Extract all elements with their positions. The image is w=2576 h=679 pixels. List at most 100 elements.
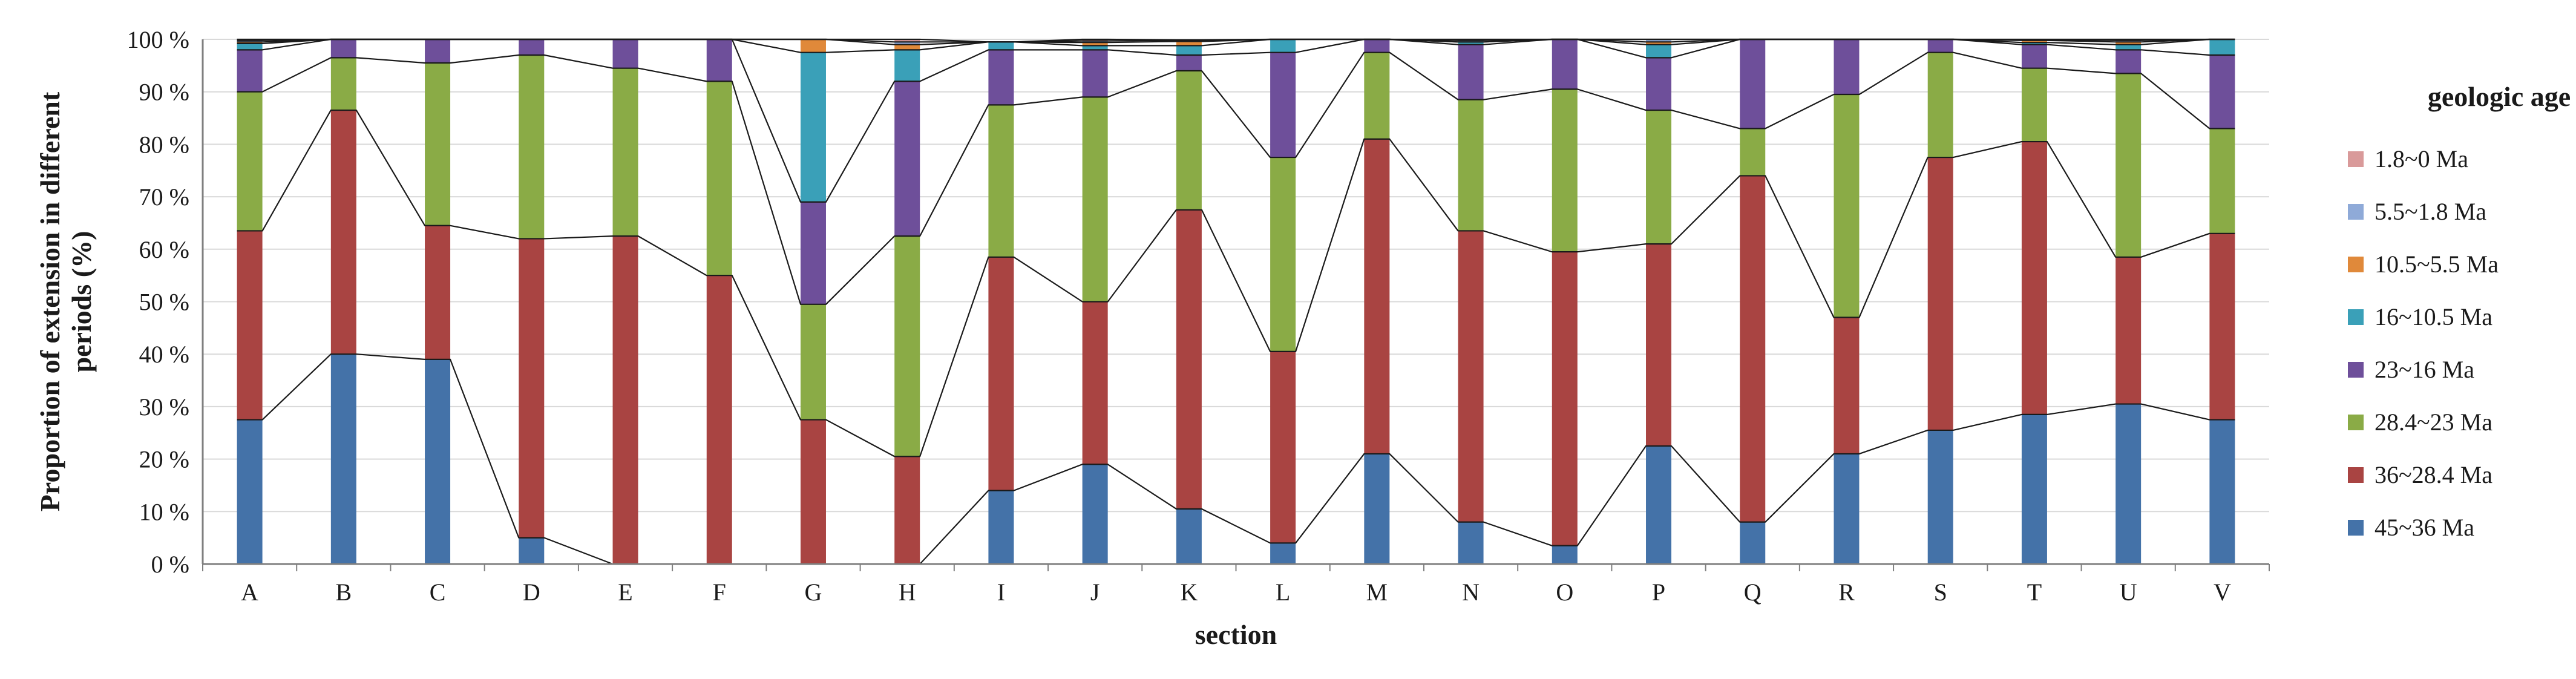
y-tick-label: 80 % xyxy=(139,131,189,158)
bar-segment xyxy=(2209,419,2235,564)
legend-swatch xyxy=(2348,257,2364,272)
y-tick-label: 100 % xyxy=(127,26,189,53)
legend-swatch xyxy=(2348,520,2364,536)
bar-segment xyxy=(1270,157,1296,352)
x-tick-label: E xyxy=(618,579,632,606)
bar-segment xyxy=(1458,99,1484,231)
bar-segment xyxy=(1176,45,1202,56)
bar-segment xyxy=(1364,139,1390,454)
bar-segment xyxy=(1176,209,1202,509)
bar-segment xyxy=(237,42,263,44)
bar-segment xyxy=(1834,94,1860,318)
bar-segment xyxy=(425,39,451,64)
bar-segment xyxy=(519,55,545,239)
bar-segment xyxy=(1082,97,1108,302)
bar-segment xyxy=(1270,543,1296,564)
bar-segment xyxy=(800,39,826,53)
legend-label: 36~28.4 Ma xyxy=(2374,461,2492,488)
y-tick-label: 0 % xyxy=(151,551,189,578)
bar-segment xyxy=(2116,42,2142,45)
bar-segment xyxy=(1458,40,1484,42)
bar-segment xyxy=(1082,45,1108,50)
bar-segment xyxy=(1834,453,1860,564)
grid-lines xyxy=(203,39,2269,513)
legend-swatch xyxy=(2348,204,2364,220)
bar-segment xyxy=(1834,317,1860,454)
bar-segment xyxy=(330,110,356,355)
bar-segment xyxy=(1646,445,1672,564)
bar-segment xyxy=(330,354,356,564)
bar-segment xyxy=(894,44,920,50)
bar-segment xyxy=(1082,41,1108,43)
bar-segment xyxy=(330,39,356,58)
legend-label: 45~36 Ma xyxy=(2374,514,2474,541)
bar-segment xyxy=(2209,39,2235,56)
bar-segment xyxy=(237,43,263,50)
bar-segment xyxy=(1552,252,1578,546)
bar-segment xyxy=(988,42,1014,50)
y-tick-label: 10 % xyxy=(139,498,189,525)
x-tick-label: G xyxy=(805,579,822,606)
bar-segment xyxy=(1270,351,1296,543)
bar-segment xyxy=(894,81,920,237)
bar-segment xyxy=(706,81,732,276)
bar-segment xyxy=(800,419,826,564)
legend-label: 23~16 Ma xyxy=(2374,356,2474,383)
bar-segment xyxy=(612,68,638,237)
series-connector-line xyxy=(237,51,2235,305)
bar-segment xyxy=(2116,73,2142,257)
x-tick-label: N xyxy=(1462,579,1480,606)
x-tick-label: A xyxy=(241,579,258,606)
x-tick-label: C xyxy=(430,579,446,606)
bar-segment xyxy=(1834,39,1860,95)
legend-label: 16~10.5 Ma xyxy=(2374,303,2492,330)
legend-label: 28.4~23 Ma xyxy=(2374,408,2492,436)
bar-segment xyxy=(2021,414,2047,564)
series-connector-line xyxy=(237,109,2235,458)
bar-segment xyxy=(1927,157,1953,430)
x-tick-label: S xyxy=(1934,579,1947,606)
bar-segment xyxy=(1646,57,1672,111)
bar-segment xyxy=(2116,50,2142,74)
x-tick-label: O xyxy=(1556,579,1573,606)
bar-segment xyxy=(988,105,1014,257)
bar-segment xyxy=(1646,39,1672,42)
y-tick-label: 60 % xyxy=(139,236,189,263)
bar-segment xyxy=(2021,42,2047,45)
y-tick-label: 50 % xyxy=(139,289,189,316)
x-tick-label: U xyxy=(2120,579,2137,606)
legend-swatch xyxy=(2348,415,2364,430)
x-tick-label: T xyxy=(2027,579,2042,606)
x-tick-label: D xyxy=(523,579,540,606)
bar-segment xyxy=(330,57,356,111)
bar-segment xyxy=(1270,52,1296,158)
bar-segment xyxy=(1646,244,1672,446)
bar-segment xyxy=(425,359,451,564)
bar-segment xyxy=(1927,39,1953,53)
bar-segment xyxy=(1740,39,1766,129)
bar-segment xyxy=(1927,52,1953,158)
bar-segment xyxy=(237,40,263,42)
axes xyxy=(202,39,2270,571)
bar-segment xyxy=(988,490,1014,564)
bar-segment xyxy=(1082,39,1108,41)
legend-swatch xyxy=(2348,467,2364,483)
bar-segment xyxy=(894,39,920,42)
bar-segment xyxy=(1927,430,1953,564)
legend: geologic age 1.8~0 Ma 5.5~1.8 Ma 10.5~5.5 … xyxy=(2348,81,2571,541)
legend-label: 5.5~1.8 Ma xyxy=(2374,198,2486,225)
bar-segment xyxy=(1646,44,1672,58)
bar-segment xyxy=(2021,40,2047,43)
connector-lines xyxy=(237,38,2235,565)
y-tick-label: 70 % xyxy=(139,183,189,211)
bar-segment xyxy=(894,456,920,564)
y-tick-label: 20 % xyxy=(139,446,189,473)
bar-segment xyxy=(237,50,263,92)
bar-segment xyxy=(2116,404,2142,564)
series-connector-line xyxy=(237,353,2235,565)
x-tick-label: R xyxy=(1838,579,1855,606)
x-tick-label: L xyxy=(1276,579,1290,606)
bar-segment xyxy=(1270,39,1296,53)
x-tick-label: K xyxy=(1180,579,1198,606)
